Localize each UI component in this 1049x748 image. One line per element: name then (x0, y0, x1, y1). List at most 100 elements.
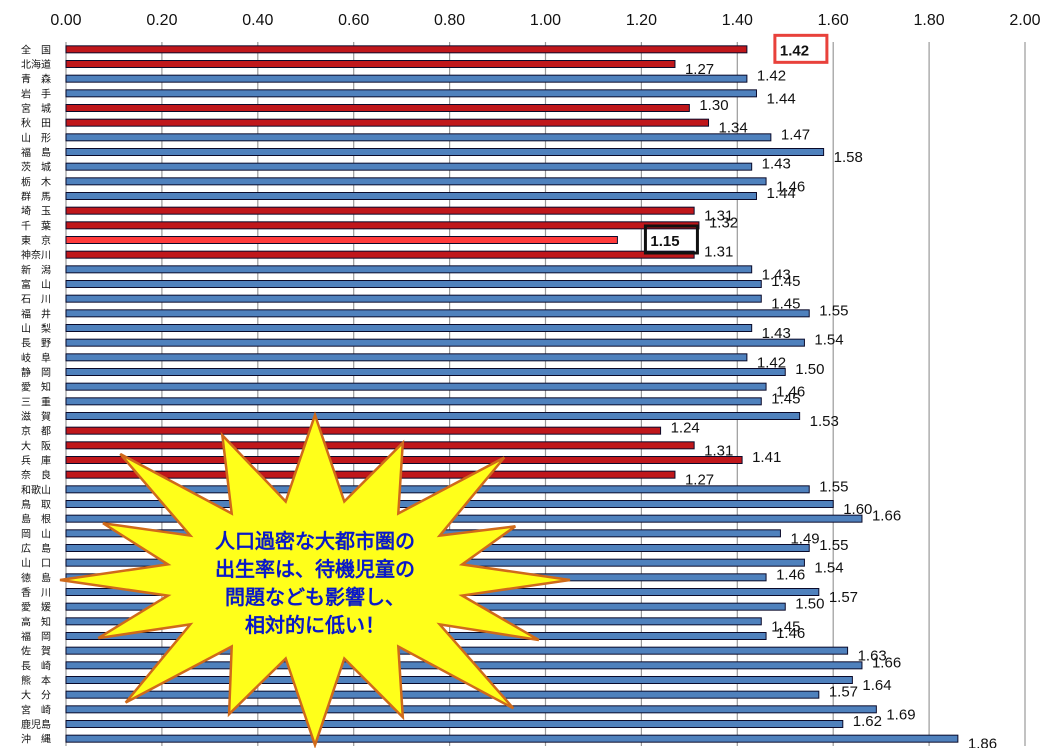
value-label: 1.46 (776, 566, 805, 583)
bar (65, 324, 753, 332)
bar (65, 221, 700, 230)
x-tick-label: 2.00 (1009, 12, 1040, 29)
category-label: 栃 木 (21, 175, 51, 188)
category-label: 福 岡 (21, 630, 51, 643)
category-label: 東 京 (21, 234, 51, 247)
category-label: 長 野 (21, 338, 51, 350)
value-label: 1.44 (766, 185, 795, 202)
value-label: 1.66 (872, 508, 901, 525)
category-label: 神奈川 (21, 249, 51, 262)
bar (65, 74, 748, 83)
value-label: 1.46 (776, 384, 805, 401)
x-tick-label: 0.60 (338, 12, 369, 29)
highlight-box (643, 224, 699, 255)
bar (65, 441, 695, 450)
category-label: 福 島 (21, 146, 51, 159)
category-label: 石 川 (21, 295, 51, 306)
x-tick-label: 1.80 (914, 12, 945, 29)
category-label: 佐 賀 (21, 646, 51, 658)
category-label: 茨 城 (21, 161, 51, 174)
value-label: 1.45 (771, 273, 800, 290)
value-label: 1.50 (795, 596, 824, 613)
category-label: 愛 知 (21, 381, 51, 394)
category-label: 和歌山 (21, 483, 51, 496)
bar (65, 426, 662, 435)
x-tick-label: 0.80 (434, 12, 465, 29)
value-label: 1.42 (780, 42, 809, 59)
chart-grid (65, 42, 1026, 746)
category-label: 岡 山 (21, 528, 51, 540)
bar (65, 514, 863, 523)
callout-line: 相対的に低い！ (245, 613, 385, 637)
value-label: 1.43 (762, 325, 791, 342)
category-label: 奈 良 (21, 469, 51, 482)
category-label: 埼 玉 (21, 205, 51, 218)
category-label: 山 口 (21, 558, 51, 570)
category-label: 京 都 (21, 425, 51, 438)
category-label: 島 根 (21, 513, 51, 526)
bar (65, 133, 772, 142)
value-label: 1.32 (709, 214, 738, 231)
category-label: 滋 賀 (21, 410, 51, 423)
value-label: 1.46 (776, 178, 805, 195)
value-label: 1.53 (810, 413, 839, 430)
value-label: 1.54 (814, 560, 843, 577)
highlight-box (773, 33, 829, 64)
category-label: 富 山 (21, 278, 51, 291)
value-label: 1.42 (757, 68, 786, 85)
value-label: 1.34 (719, 120, 748, 137)
value-label: 1.55 (819, 537, 848, 554)
category-label: 北海道 (21, 58, 51, 71)
value-label: 1.58 (834, 149, 863, 166)
value-label: 1.45 (771, 296, 800, 313)
bar (65, 353, 748, 362)
x-tick-label: 1.00 (530, 12, 561, 29)
category-label: 香 川 (21, 587, 51, 599)
category-label: 兵 庫 (21, 454, 51, 467)
value-label: 1.63 (858, 648, 887, 665)
value-label: 1.64 (862, 677, 891, 694)
x-tick-label: 1.20 (626, 12, 657, 29)
callout-line: 出生率は、待機児童の (215, 557, 415, 581)
category-label: 青 森 (21, 73, 51, 86)
x-tick-label: 0.20 (146, 12, 177, 29)
category-label: 宮 城 (21, 102, 51, 115)
highlight-boxes (643, 33, 829, 255)
category-label: 新 潟 (21, 263, 51, 276)
bar (65, 89, 757, 98)
category-label: 宮 崎 (21, 703, 51, 716)
bar (65, 294, 762, 303)
bar (65, 236, 618, 244)
bar (65, 162, 753, 171)
value-label: 1.44 (766, 90, 795, 107)
value-label: 1.55 (819, 302, 848, 319)
bar (65, 265, 753, 274)
category-label: 愛 媛 (21, 601, 51, 614)
category-label: 千 葉 (21, 219, 51, 232)
x-tick-label: 1.40 (722, 12, 753, 29)
value-label: 1.45 (771, 390, 800, 407)
value-labels: 1.42 1.27 1.42 1.44 1.30 1.34 1.47 1.58 1.43 1.46… (650, 42, 997, 748)
bar (65, 118, 710, 127)
value-label: 1.66 (872, 654, 901, 671)
value-label: 1.15 (650, 233, 679, 250)
bar (65, 397, 762, 406)
value-label: 1.49 (790, 530, 819, 547)
category-label: 大 阪 (21, 439, 51, 452)
value-label: 1.57 (829, 684, 858, 701)
bar (65, 705, 877, 714)
category-label: 熊 本 (21, 674, 51, 687)
bar (65, 206, 695, 215)
x-tick-label: 0.40 (242, 12, 273, 29)
x-tick-label: 1.60 (818, 12, 849, 29)
category-label: 山 梨 (21, 322, 51, 335)
bar (65, 250, 695, 259)
bar (65, 309, 810, 318)
category-label: 岐 阜 (21, 351, 51, 364)
category-label: 秋 田 (21, 117, 51, 130)
bar (65, 690, 820, 699)
value-label: 1.45 (771, 618, 800, 635)
category-label: 三 重 (21, 395, 51, 408)
bar (65, 280, 762, 288)
